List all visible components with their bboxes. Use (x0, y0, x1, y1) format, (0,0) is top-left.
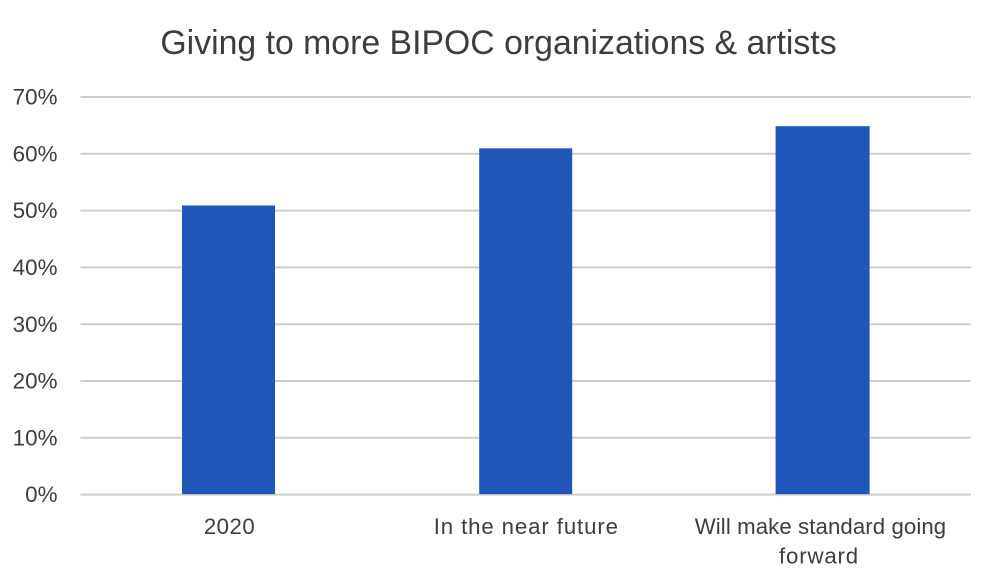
svg-text:70%: 70% (13, 85, 58, 110)
svg-text:60%: 60% (13, 141, 58, 166)
svg-text:2020: 2020 (204, 514, 255, 539)
svg-text:40%: 40% (13, 255, 58, 280)
svg-text:50%: 50% (13, 198, 58, 223)
svg-text:20%: 20% (13, 369, 58, 394)
svg-text:Giving to more BIPOC organizat: Giving to more BIPOC organizations & art… (160, 24, 836, 62)
svg-text:forward: forward (779, 544, 859, 569)
svg-text:0%: 0% (25, 482, 57, 507)
svg-text:Will make standard going: Will make standard going (695, 514, 947, 539)
svg-text:30%: 30% (13, 312, 58, 337)
svg-text:10%: 10% (13, 425, 58, 450)
svg-text:In the near future: In the near future (434, 514, 619, 539)
